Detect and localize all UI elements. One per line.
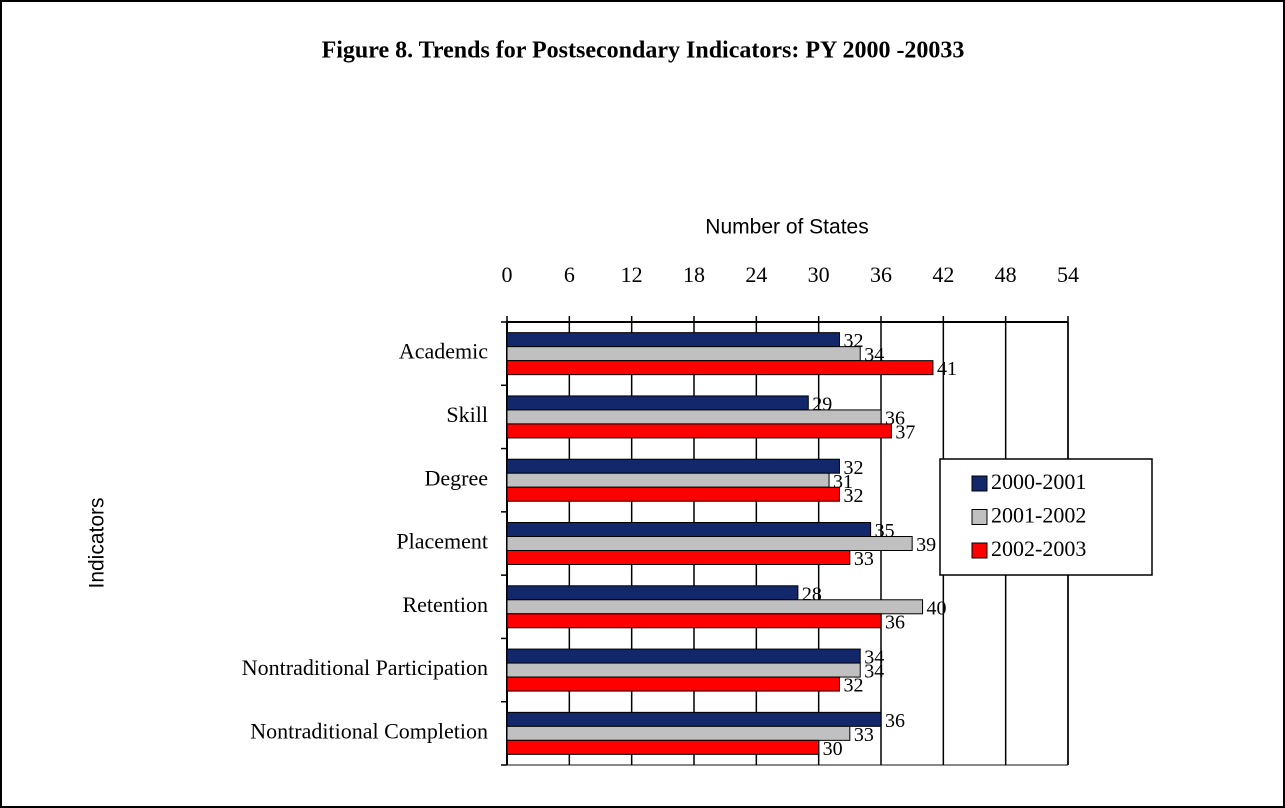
bar — [506, 332, 840, 348]
y-tick-label: Academic — [399, 339, 488, 364]
data-label: 36 — [885, 710, 905, 732]
legend-label: 2000-2001 — [991, 469, 1086, 494]
data-label: 32 — [843, 485, 863, 507]
data-label: 37 — [895, 422, 915, 444]
x-tick-label: 36 — [870, 262, 892, 287]
data-label: 32 — [843, 675, 863, 697]
bar — [506, 409, 882, 425]
bar — [506, 550, 851, 565]
x-tick-label: 12 — [621, 262, 643, 287]
x-tick-label: 24 — [745, 262, 767, 287]
bar — [506, 522, 872, 537]
data-label: 40 — [927, 597, 947, 619]
data-label: 34 — [864, 647, 884, 669]
data-label: 41 — [937, 358, 957, 380]
y-tick-label: Skill — [446, 402, 488, 427]
bar — [506, 585, 799, 601]
legend-swatch — [971, 542, 988, 559]
bar — [506, 360, 934, 376]
x-tick-label: 0 — [502, 262, 513, 287]
y-tick-label: Nontraditional Completion — [250, 718, 488, 743]
bar — [506, 711, 882, 727]
bar — [506, 676, 840, 692]
x-tick-label: 42 — [932, 262, 954, 287]
bar — [506, 346, 861, 362]
y-tick-label: Retention — [402, 592, 488, 617]
y-tick-label: Nontraditional Participation — [242, 655, 488, 680]
legend-label: 2002-2003 — [991, 536, 1086, 561]
data-label: 32 — [843, 457, 863, 479]
legend-label: 2001-2002 — [991, 503, 1086, 528]
x-tick-label: 48 — [995, 262, 1017, 287]
bar — [506, 613, 882, 629]
data-label: 30 — [823, 738, 843, 760]
data-label: 34 — [864, 661, 884, 683]
bar — [506, 648, 861, 664]
bar — [506, 662, 861, 678]
bar — [506, 486, 840, 502]
legend-swatch — [971, 509, 988, 525]
bar — [506, 395, 809, 411]
y-tick-label: Placement — [396, 529, 488, 554]
data-label: 33 — [854, 548, 874, 570]
data-label: 39 — [916, 534, 936, 556]
bar — [506, 472, 830, 488]
bar — [506, 536, 913, 551]
data-label: 33 — [854, 724, 874, 746]
y-axis-label: Indicators — [86, 497, 109, 588]
x-tick-label: 54 — [1057, 262, 1079, 287]
bar — [506, 423, 892, 439]
bar — [506, 599, 924, 615]
bar — [506, 458, 840, 474]
x-axis-label: Number of States — [705, 216, 868, 239]
x-tick-label: 18 — [683, 262, 705, 287]
y-tick-label: Degree — [424, 465, 488, 490]
bar — [506, 725, 851, 741]
legend-swatch — [971, 475, 988, 492]
bar — [506, 739, 820, 755]
data-label: 36 — [885, 611, 905, 633]
x-tick-label: 6 — [564, 262, 575, 287]
chart-title: Figure 8. Trends for Postsecondary Indic… — [322, 38, 965, 64]
x-tick-label: 30 — [808, 262, 830, 287]
